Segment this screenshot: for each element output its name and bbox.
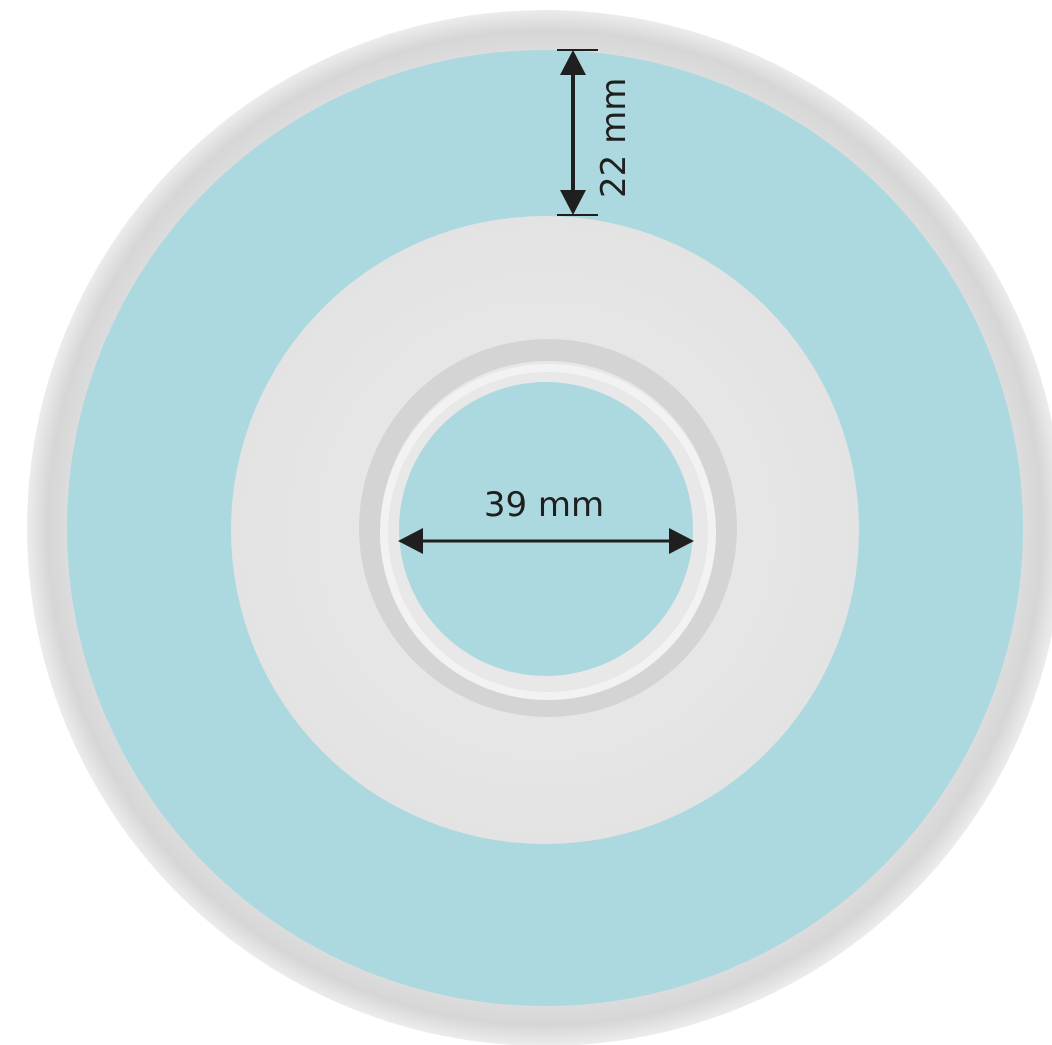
hole-diameter-arrow-right xyxy=(669,528,694,554)
hole-diameter-label: 39 mm xyxy=(484,485,604,525)
hole-diameter-dimension: 39 mm xyxy=(398,485,694,554)
inner-ring-highlight xyxy=(380,364,716,700)
band-width-label: 22 mm xyxy=(594,78,634,198)
inner-ring-shadow xyxy=(359,339,737,717)
band-width-arrow-top xyxy=(560,50,586,75)
center-hole xyxy=(399,382,693,676)
hole-diameter-arrow-left xyxy=(398,528,423,554)
band-width-arrow-bottom xyxy=(560,190,586,215)
band-width-dimension: 22 mm xyxy=(557,49,634,216)
